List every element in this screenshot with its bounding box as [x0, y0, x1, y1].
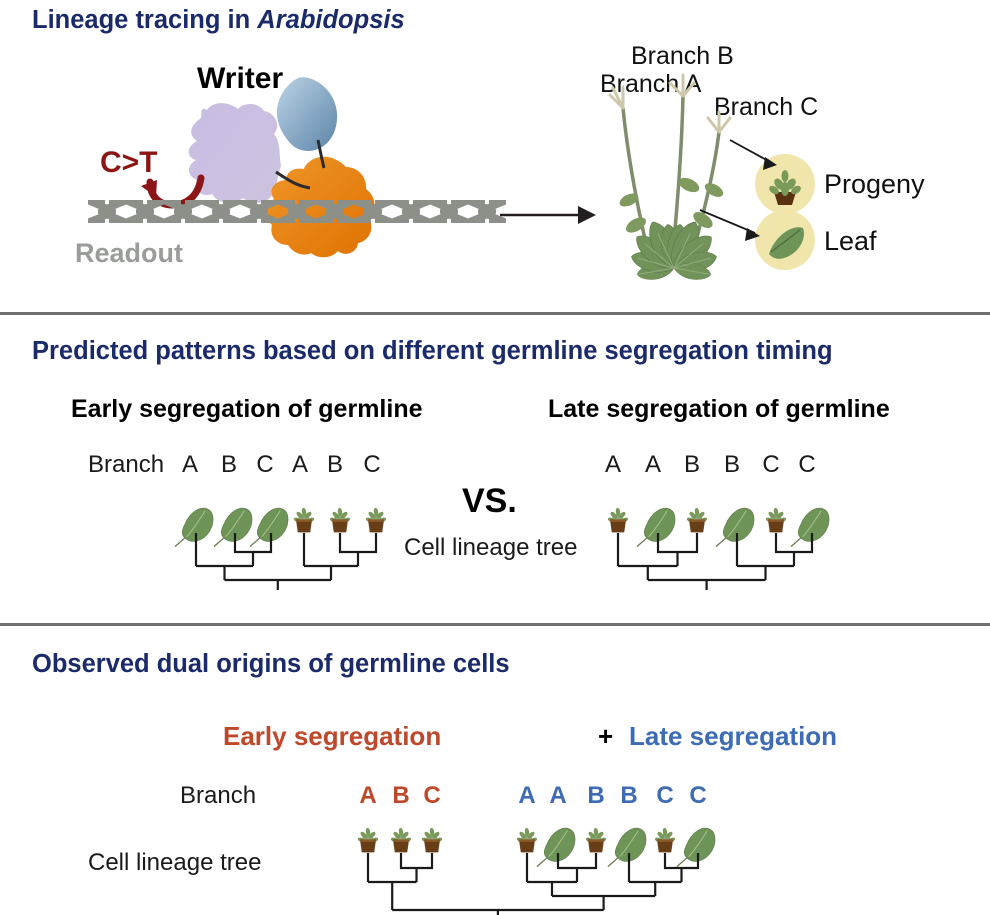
svg-text:C>T: C>T — [100, 146, 158, 179]
svg-text:C: C — [256, 451, 273, 478]
svg-text:Late segregation of germline: Late segregation of germline — [548, 395, 890, 423]
svg-text:VS.: VS. — [462, 482, 517, 520]
svg-text:Branch: Branch — [88, 451, 164, 478]
svg-text:C: C — [762, 451, 779, 478]
svg-text:A: A — [292, 451, 308, 478]
svg-text:C: C — [423, 782, 440, 809]
svg-text:+: + — [598, 721, 613, 751]
svg-text:C: C — [689, 782, 706, 809]
svg-text:Early segregation: Early segregation — [223, 721, 441, 751]
svg-text:B: B — [221, 451, 237, 478]
svg-text:Readout: Readout — [75, 238, 183, 268]
svg-text:A: A — [359, 782, 376, 809]
svg-text:B: B — [620, 782, 637, 809]
svg-text:B: B — [392, 782, 409, 809]
svg-text:Cell lineage tree: Cell lineage tree — [404, 534, 577, 561]
svg-text:Cell lineage tree: Cell lineage tree — [88, 849, 261, 876]
svg-text:C: C — [798, 451, 815, 478]
svg-text:Late segregation: Late segregation — [629, 721, 837, 751]
svg-text:A: A — [605, 451, 621, 478]
svg-text:B: B — [724, 451, 740, 478]
svg-text:C: C — [656, 782, 673, 809]
svg-text:C: C — [363, 451, 380, 478]
svg-text:A: A — [549, 782, 566, 809]
svg-text:A: A — [182, 451, 198, 478]
svg-text:B: B — [327, 451, 343, 478]
svg-text:Progeny: Progeny — [824, 169, 925, 199]
svg-text:A: A — [645, 451, 661, 478]
svg-text:B: B — [684, 451, 700, 478]
svg-text:Branch: Branch — [180, 782, 256, 809]
svg-text:A: A — [518, 782, 535, 809]
svg-text:Leaf: Leaf — [824, 226, 877, 256]
svg-text:B: B — [587, 782, 604, 809]
svg-text:Early segregation of germline: Early segregation of germline — [71, 395, 423, 423]
svg-text:Writer: Writer — [197, 62, 283, 95]
svg-text:Branch B: Branch B — [631, 42, 734, 70]
